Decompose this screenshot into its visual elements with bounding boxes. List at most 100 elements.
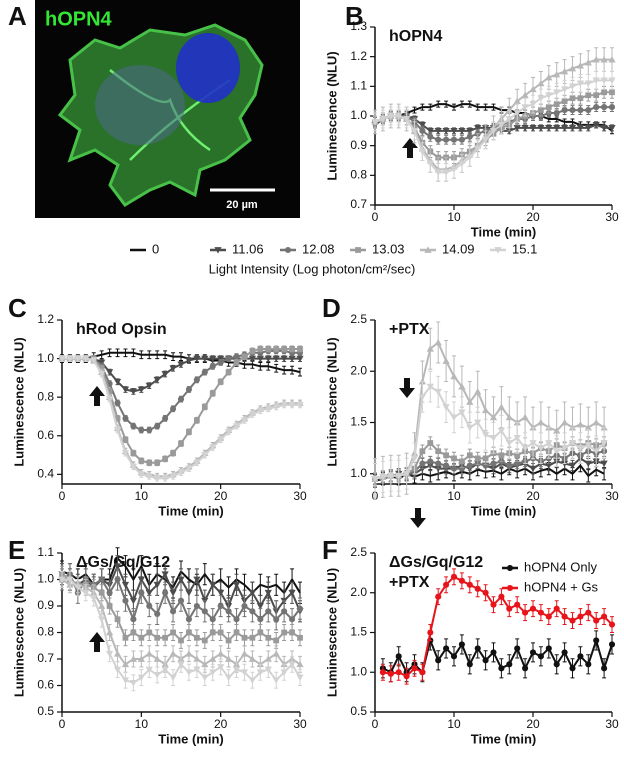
marker [482,462,489,469]
marker [450,653,458,660]
marker [537,653,544,660]
marker [288,589,296,597]
marker [427,629,434,636]
marker [193,376,200,383]
marker [482,455,489,462]
marker [145,589,153,597]
marker [233,353,240,360]
marker [513,124,521,132]
x-axis-label: Time (min) [471,731,537,746]
marker [225,355,232,362]
series [371,370,608,495]
marker [466,462,473,469]
y-tick-label: 0.9 [37,598,54,612]
marker [395,472,403,480]
marker [273,616,280,623]
marker [138,634,145,641]
marker [249,347,256,354]
marker [170,629,176,636]
marker [130,629,137,636]
marker [217,589,225,597]
marker [58,355,66,363]
y-tick-label: 1.0 [350,664,367,678]
marker [185,650,193,657]
marker [280,669,288,676]
marker [225,637,232,644]
marker [185,357,193,365]
marker [513,434,521,442]
marker [225,429,233,436]
marker [201,608,208,615]
marker [434,388,442,396]
marker [98,365,105,372]
y-tick-label: 1.0 [350,466,367,480]
y-tick-label: 1.5 [350,625,367,639]
y-tick-label: 2.0 [350,585,367,599]
marker [113,666,122,674]
marker [442,357,450,364]
marker [225,608,232,615]
stimulus-arrow [399,378,415,398]
marker [593,617,600,624]
marker [113,378,122,386]
marker [193,666,201,674]
marker [153,655,161,662]
marker [257,346,264,352]
y-tick-label: 1.2 [350,49,367,63]
marker [576,61,584,69]
marker [241,353,248,360]
series [59,565,303,649]
marker [264,405,272,413]
marker [435,448,442,455]
marker [240,417,249,424]
marker [497,122,505,129]
x-tick-label: 20 [214,717,228,731]
x-tick-label: 30 [605,717,619,731]
marker [169,589,177,597]
marker [600,440,608,447]
marker [576,420,584,428]
marker [281,608,288,615]
panel-letter: C [8,293,27,323]
marker [162,415,169,422]
marker [146,426,153,434]
marker [137,471,145,478]
marker [273,346,280,352]
marker [568,462,577,470]
cell-body [95,65,185,145]
marker [137,386,145,394]
marker [280,355,288,363]
marker [225,369,232,375]
marker [561,124,569,132]
y-tick-label: 2.0 [350,363,367,377]
marker [240,669,249,676]
marker [201,660,209,668]
marker [568,83,577,90]
marker [74,355,82,363]
marker [418,122,426,129]
marker [209,390,216,397]
marker [577,107,584,114]
legend-title: Light Intensity (Log photon/cm²/sec) [209,261,416,276]
marker [154,423,161,430]
legend-marker [506,584,514,592]
marker [443,452,449,459]
series [58,563,304,631]
stimulus-arrow [410,508,426,528]
x-tick-label: 10 [135,717,149,731]
marker [90,595,98,602]
x-tick-label: 30 [605,210,619,224]
panel-letter: A [8,1,27,31]
marker [521,413,529,421]
marker [233,616,240,623]
marker [521,124,529,132]
marker [379,116,387,123]
marker [585,107,592,114]
marker [553,109,560,117]
marker [241,602,248,610]
marker [569,107,576,114]
marker [403,116,411,123]
marker [185,616,192,623]
marker [98,616,106,623]
marker [514,601,521,608]
